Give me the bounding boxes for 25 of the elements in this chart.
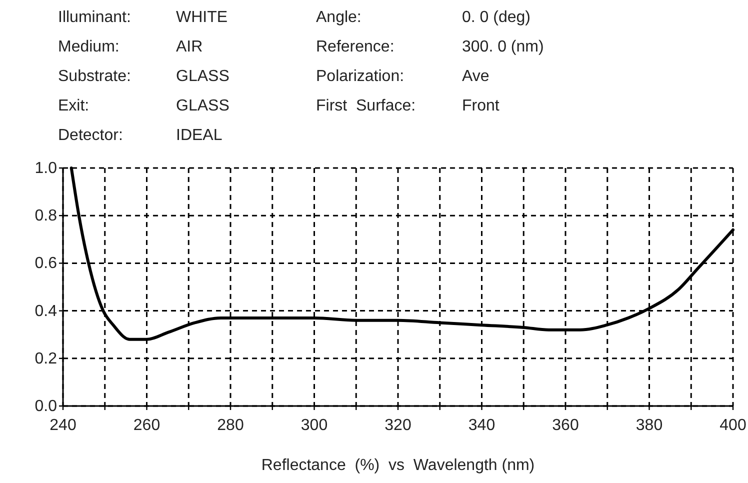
text: Substrate: GLASS <box>58 68 230 85</box>
x-tick-label: 320 <box>384 417 412 434</box>
x-tick-label: 300 <box>300 417 328 434</box>
x-tick-label: 360 <box>552 417 579 434</box>
text: Detector: IDEAL <box>58 127 222 144</box>
text: First Surface: Front <box>316 98 500 114</box>
text: Polarization: Ave <box>316 68 490 85</box>
y-tick-label: 1.0 <box>34 160 58 177</box>
x-tick-label: 240 <box>50 417 76 434</box>
text: Reference: 300. 0 (nm) <box>316 38 544 56</box>
x-tick-label: 280 <box>217 417 244 434</box>
x-tick-label: 260 <box>133 417 160 434</box>
y-tick-label: 0.8 <box>34 208 58 225</box>
text: Exit: GLASS <box>58 98 230 114</box>
x-tick-label: 340 <box>468 417 496 434</box>
text: Illuminant: WHITE <box>58 9 228 26</box>
x-axis-title: Reflectance (%) vs Wavelength (nm) <box>261 457 535 474</box>
y-tick-label: 0.6 <box>34 255 58 272</box>
text: Angle: 0. 0 (deg) <box>316 9 530 26</box>
text: Medium: AIR <box>58 38 203 56</box>
y-tick-label: 0.0 <box>34 398 58 415</box>
y-tick-label: 0.2 <box>34 350 58 368</box>
x-tick-label: 400 <box>720 417 746 434</box>
x-tick-label: 380 <box>636 417 663 434</box>
y-tick-label: 0.4 <box>34 302 58 320</box>
